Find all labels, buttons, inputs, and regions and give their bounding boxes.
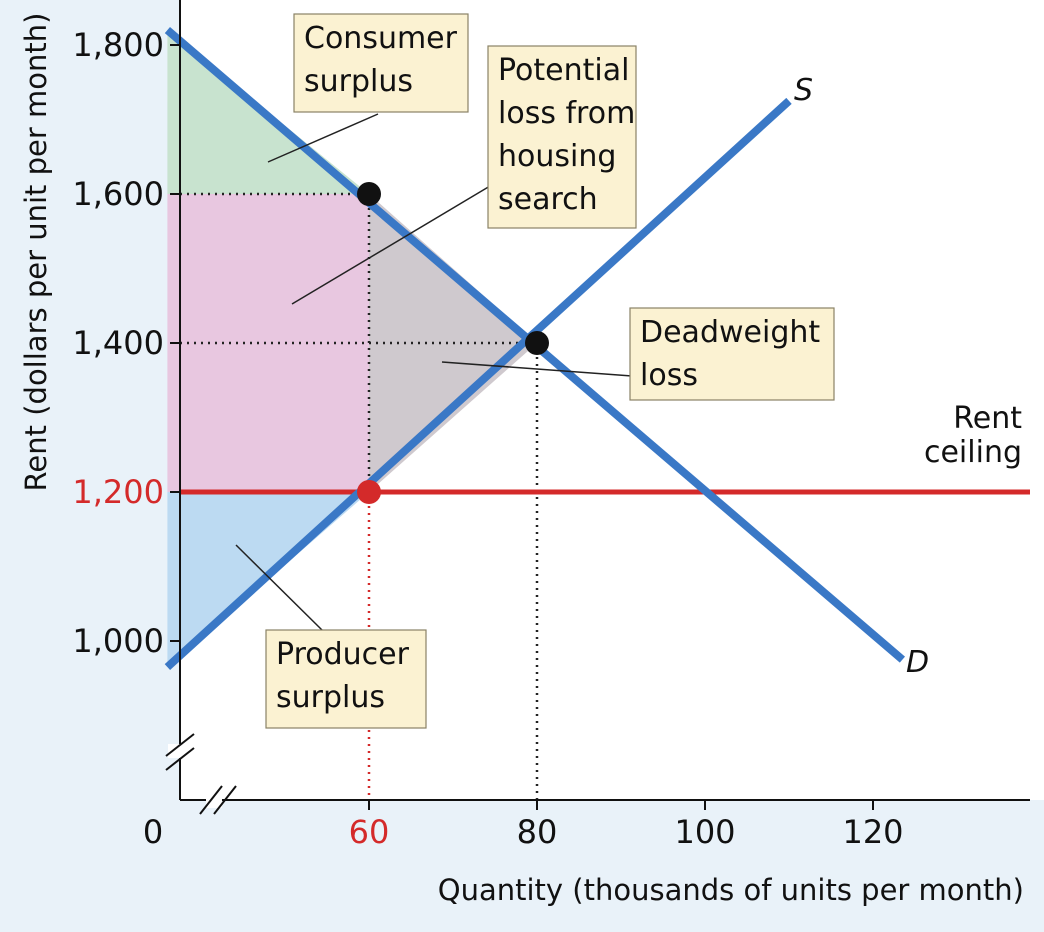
origin-label: 0 — [143, 813, 163, 851]
potential-loss-region — [167, 194, 369, 492]
y-tick-label-1000: 1,000 — [72, 622, 164, 660]
deadweight-loss-leader — [441, 361, 633, 377]
deadweight-loss-label-line-1: Deadweight — [640, 315, 820, 350]
producer-surplus-label-box — [265, 629, 427, 729]
y-tick-label-1400: 1,400 — [72, 324, 164, 362]
x-axis-title: Quantity (thousands of units per month) — [438, 873, 1024, 907]
x-axis-break-mark-1 — [199, 785, 223, 815]
consumer-surplus-label-line-1: Consumer — [304, 21, 458, 56]
supply-curve — [164, 97, 792, 671]
x-axis-break-gap — [206, 792, 222, 808]
point-equilibrium — [525, 331, 549, 355]
x-tick-label-120: 120 — [842, 813, 903, 851]
point-demand-at-ceiling-quantity — [357, 182, 381, 206]
y-axis-break-mark-2 — [165, 747, 195, 771]
supply-label: S — [794, 73, 813, 108]
x-tick-label-100: 100 — [674, 813, 735, 851]
point-ceiling-point — [357, 480, 381, 504]
producer-surplus-label-line-1: Producer — [276, 637, 410, 672]
potential-loss-label-box — [487, 45, 637, 229]
demand-label: D — [906, 645, 929, 680]
consumer-surplus-label-box — [293, 13, 469, 113]
y-tick-label-1600: 1,600 — [72, 175, 164, 213]
potential-loss-label-line-3: housing — [498, 139, 616, 174]
rent-ceiling-label-line-2: ceiling — [924, 435, 1022, 470]
x-axis-break-mark-2 — [213, 785, 237, 815]
y-axis-break-mark-1 — [165, 733, 195, 757]
consumer-surplus-leader — [267, 113, 379, 163]
x-tick-label-80: 80 — [517, 813, 558, 851]
consumer-surplus-label-line-2: surplus — [304, 64, 413, 99]
potential-loss-label-line-4: search — [498, 182, 598, 217]
producer-surplus-leader — [235, 544, 323, 631]
rent-ceiling-label-line-1: Rent — [953, 401, 1022, 436]
deadweight-loss-label-line-2: loss — [640, 358, 698, 393]
y-tick-label-1200: 1,200 — [72, 473, 164, 511]
x-tick-label-60: 60 — [349, 813, 390, 851]
y-axis-title: Rent (dollars per unit per month) — [19, 13, 53, 492]
deadweight-loss-label-box — [629, 307, 835, 401]
potential-loss-label-line-1: Potential — [498, 53, 629, 88]
y-tick-label-1800: 1,800 — [72, 26, 164, 64]
potential-loss-leader — [291, 185, 491, 305]
potential-loss-label-line-2: loss from — [498, 96, 635, 131]
producer-surplus-label-line-2: surplus — [276, 680, 385, 715]
